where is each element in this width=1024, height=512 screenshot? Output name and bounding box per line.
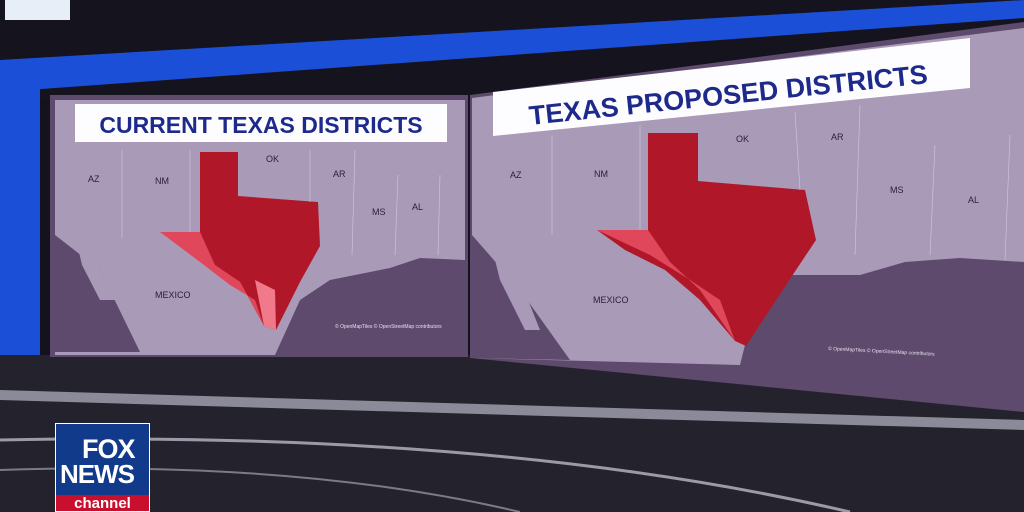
label-nm: NM	[155, 176, 169, 186]
left-map-screen: CURRENT TEXAS DISTRICTS AZ NM OK AR MS A…	[50, 95, 468, 357]
label-mexico: MEXICO	[593, 295, 629, 305]
blue-light-band	[0, 0, 1024, 92]
label-al: AL	[968, 195, 979, 205]
label-az: AZ	[88, 174, 100, 184]
texas-current-districts	[160, 152, 320, 330]
label-nm: NM	[594, 169, 608, 179]
left-title-banner	[75, 104, 447, 142]
left-title: CURRENT TEXAS DISTRICTS	[99, 112, 422, 138]
label-ms: MS	[372, 207, 386, 217]
label-ok: OK	[266, 154, 279, 164]
map-credit: © OpenMapTiles © OpenStreetMap contribut…	[335, 323, 442, 330]
label-ar: AR	[333, 169, 346, 179]
label-ok: OK	[736, 134, 749, 144]
label-az: AZ	[510, 170, 522, 180]
right-map-screen: TEXAS PROPOSED DISTRICTS AZ NM OK AR MS …	[470, 22, 1024, 412]
label-ms: MS	[890, 185, 904, 195]
logo-news: NEWS	[60, 459, 135, 489]
texas-proposed-districts	[597, 133, 816, 346]
label-ar: AR	[831, 132, 844, 142]
label-mexico: MEXICO	[155, 290, 191, 300]
logo-channel: channel	[56, 495, 149, 511]
label-al: AL	[412, 202, 423, 212]
right-title-banner	[493, 38, 970, 136]
fox-news-logo: FOX NEWS channel	[55, 423, 150, 512]
logo-fox: FOX	[82, 434, 136, 464]
